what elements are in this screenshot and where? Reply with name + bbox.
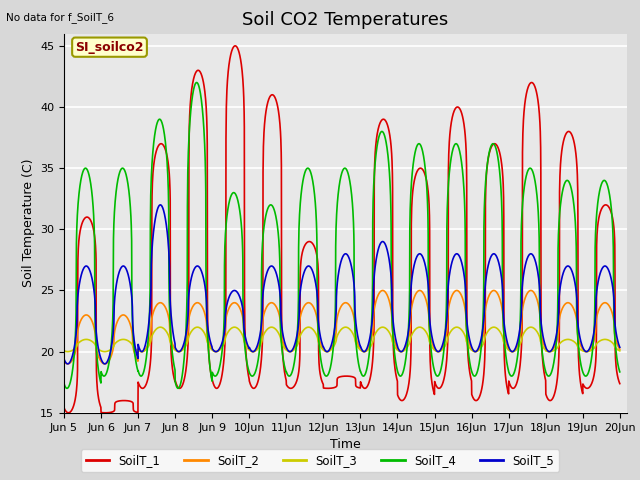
SoilT_3 xyxy=(273,328,281,334)
SoilT_4 xyxy=(605,190,613,196)
SoilT_3 xyxy=(605,337,613,343)
SoilT_2 xyxy=(298,310,305,315)
SoilT_1 xyxy=(545,397,553,403)
SoilT_5 xyxy=(64,361,72,367)
SoilT_1 xyxy=(65,410,72,416)
SoilT_2 xyxy=(545,349,553,355)
SoilT_1 xyxy=(60,405,68,411)
SoilT_5 xyxy=(298,279,305,285)
SoilT_4 xyxy=(124,179,131,184)
SoilT_5 xyxy=(616,345,623,350)
Text: SI_soilco2: SI_soilco2 xyxy=(76,41,144,54)
Line: SoilT_5: SoilT_5 xyxy=(64,205,620,364)
SoilT_1 xyxy=(616,381,623,386)
SoilT_2 xyxy=(124,315,131,321)
SoilT_4 xyxy=(193,80,200,85)
SoilT_4 xyxy=(63,385,71,391)
Line: SoilT_2: SoilT_2 xyxy=(64,290,620,364)
SoilT_4 xyxy=(60,381,68,386)
Line: SoilT_1: SoilT_1 xyxy=(64,46,620,413)
SoilT_1 xyxy=(157,141,164,147)
SoilT_4 xyxy=(274,224,282,229)
SoilT_5 xyxy=(157,202,164,208)
SoilT_3 xyxy=(527,324,534,330)
SoilT_3 xyxy=(157,324,164,330)
SoilT_2 xyxy=(616,346,623,352)
SoilT_2 xyxy=(527,288,534,293)
SoilT_4 xyxy=(157,117,164,123)
SoilT_2 xyxy=(64,361,72,367)
SoilT_1 xyxy=(605,205,613,211)
SoilT_1 xyxy=(274,103,282,108)
Line: SoilT_4: SoilT_4 xyxy=(64,83,620,388)
SoilT_5 xyxy=(274,275,282,281)
SoilT_1 xyxy=(232,43,239,48)
SoilT_3 xyxy=(60,348,68,354)
SoilT_1 xyxy=(124,398,131,404)
SoilT_2 xyxy=(60,359,68,364)
SoilT_4 xyxy=(545,373,553,379)
SoilT_5 xyxy=(605,269,613,275)
Title: Soil CO2 Temperatures: Soil CO2 Temperatures xyxy=(243,11,449,29)
SoilT_2 xyxy=(605,303,613,309)
SoilT_2 xyxy=(273,306,281,312)
SoilT_5 xyxy=(60,356,68,362)
SoilT_3 xyxy=(616,348,623,354)
Legend: SoilT_1, SoilT_2, SoilT_3, SoilT_4, SoilT_5: SoilT_1, SoilT_2, SoilT_3, SoilT_4, Soil… xyxy=(81,449,559,472)
SoilT_4 xyxy=(298,187,305,193)
SoilT_2 xyxy=(157,300,164,306)
X-axis label: Time: Time xyxy=(330,438,361,451)
SoilT_3 xyxy=(298,330,305,336)
SoilT_1 xyxy=(298,253,305,259)
Line: SoilT_3: SoilT_3 xyxy=(64,327,620,352)
SoilT_4 xyxy=(616,369,623,375)
SoilT_3 xyxy=(545,349,553,355)
SoilT_5 xyxy=(157,202,164,208)
Y-axis label: Soil Temperature (C): Soil Temperature (C) xyxy=(22,159,35,288)
SoilT_3 xyxy=(64,349,72,355)
SoilT_5 xyxy=(545,349,553,355)
SoilT_3 xyxy=(124,337,131,343)
SoilT_5 xyxy=(124,270,131,276)
Text: No data for f_SoilT_6: No data for f_SoilT_6 xyxy=(6,12,115,23)
